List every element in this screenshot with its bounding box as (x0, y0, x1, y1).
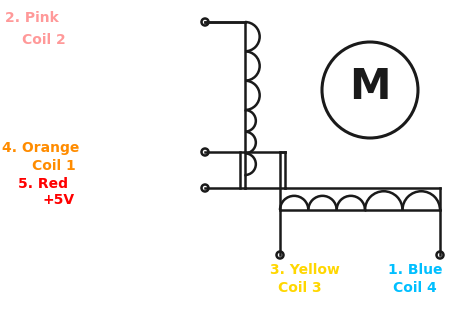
Text: Coil 1: Coil 1 (32, 159, 76, 173)
Text: Coil 4: Coil 4 (393, 281, 437, 295)
Text: Coil 2: Coil 2 (22, 33, 66, 47)
Text: 1. Blue: 1. Blue (388, 263, 443, 277)
Text: 2. Pink: 2. Pink (5, 11, 59, 25)
Text: 3. Yellow: 3. Yellow (270, 263, 340, 277)
Text: +5V: +5V (42, 193, 74, 207)
Text: Coil 3: Coil 3 (278, 281, 322, 295)
Text: 4. Orange: 4. Orange (2, 141, 80, 155)
Text: M: M (349, 66, 391, 108)
Text: 5. Red: 5. Red (18, 177, 68, 191)
